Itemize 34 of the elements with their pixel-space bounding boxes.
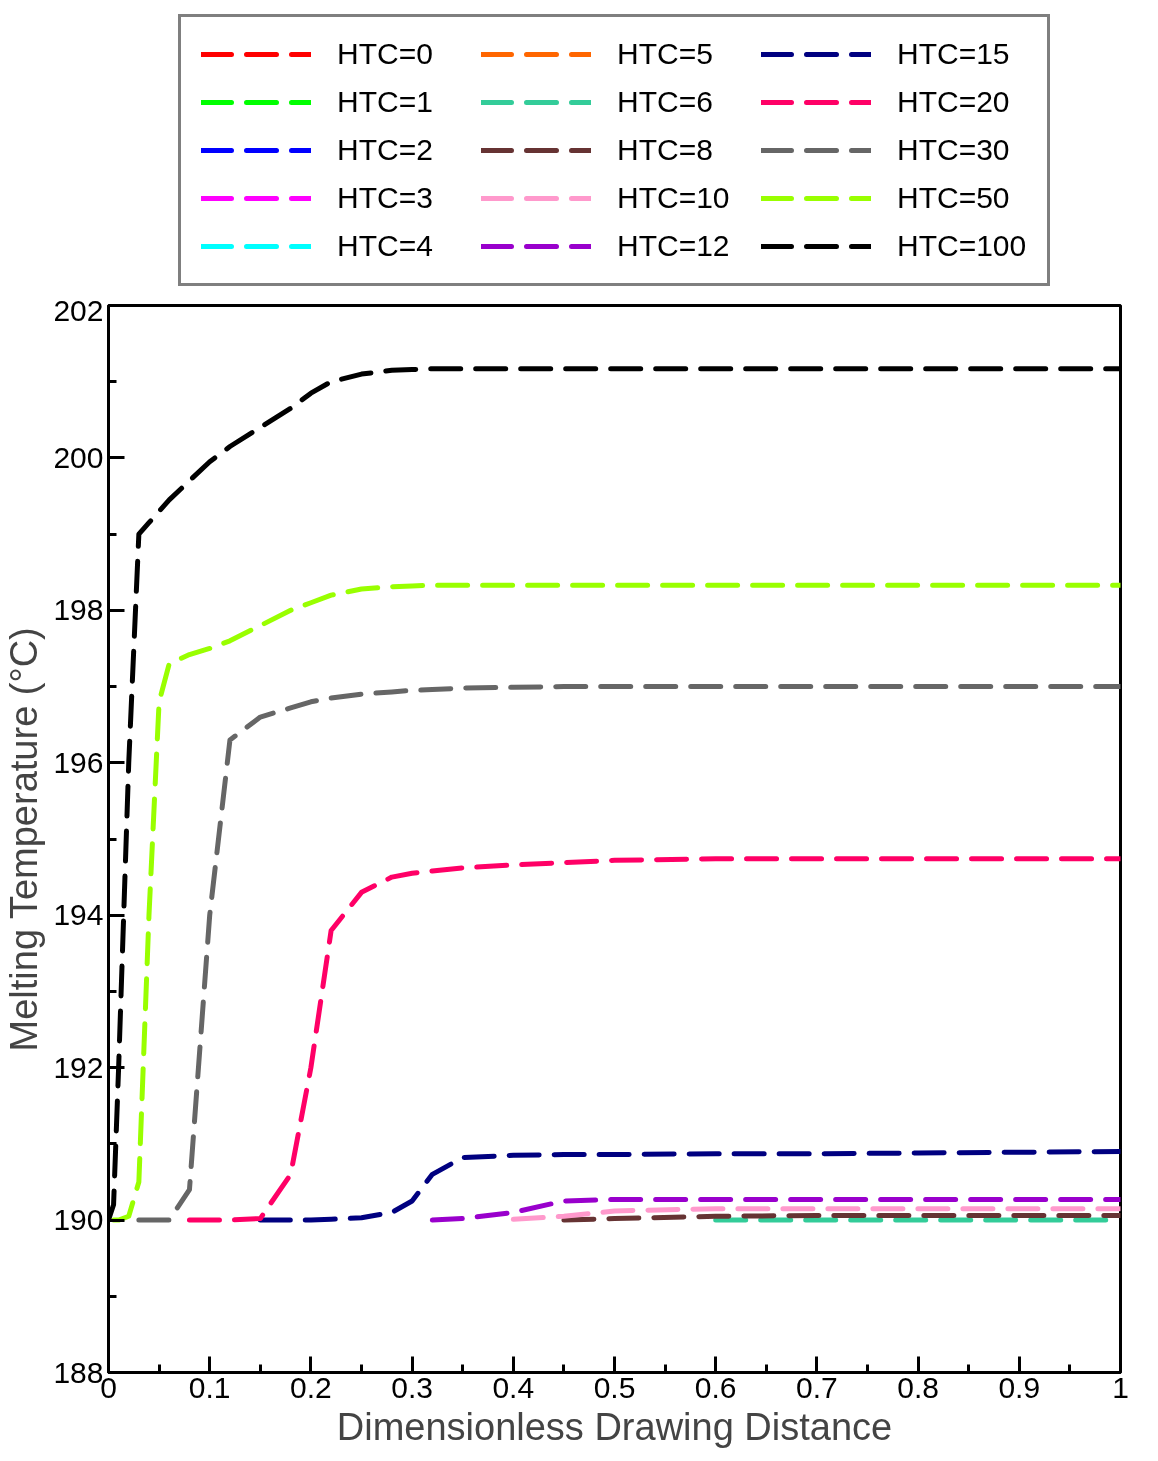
legend-label: HTC=4 xyxy=(337,229,434,263)
y-tick-label: 192 xyxy=(53,1050,104,1084)
x-tick-label: 0.7 xyxy=(796,1370,838,1404)
legend-label: HTC=30 xyxy=(897,133,1011,167)
legend-label: HTC=2 xyxy=(337,133,434,167)
x-tick-label: 0.4 xyxy=(492,1370,535,1404)
x-tick-label: 0.3 xyxy=(391,1370,433,1404)
legend-label: HTC=8 xyxy=(617,133,714,167)
y-tick-label: 194 xyxy=(53,898,104,932)
legend-label: HTC=10 xyxy=(617,181,731,215)
y-tick-label: 196 xyxy=(53,745,104,779)
x-tick-label: 0.8 xyxy=(897,1370,939,1404)
x-tick-label: 0.9 xyxy=(998,1370,1041,1404)
x-tick-label: 0.1 xyxy=(188,1370,231,1404)
legend-label: HTC=5 xyxy=(617,37,714,71)
y-tick-label: 202 xyxy=(53,293,104,327)
legend-label: HTC=50 xyxy=(897,181,1011,215)
x-tick-label: 1 xyxy=(1112,1370,1129,1404)
x-tick-label: 0.6 xyxy=(694,1370,737,1404)
y-tick-label: 200 xyxy=(53,440,104,474)
y-tick-label: 190 xyxy=(53,1203,104,1237)
y-tick-label: 198 xyxy=(53,593,104,627)
legend-label: HTC=1 xyxy=(337,85,434,119)
legend-label: HTC=100 xyxy=(897,229,1027,263)
x-axis-title: Dimensionless Drawing Distance xyxy=(336,1405,893,1448)
x-tick-label: 0.5 xyxy=(593,1370,636,1404)
legend-label: HTC=12 xyxy=(617,229,731,263)
x-tick-label: 0.2 xyxy=(290,1370,332,1404)
legend-label: HTC=6 xyxy=(617,85,714,119)
legend-label: HTC=20 xyxy=(897,85,1011,119)
legend-label: HTC=3 xyxy=(337,181,434,215)
y-axis-title: Melting Temperature (°C) xyxy=(3,627,46,1052)
legend-label: HTC=15 xyxy=(897,37,1011,71)
legend-label: HTC=0 xyxy=(337,37,434,71)
